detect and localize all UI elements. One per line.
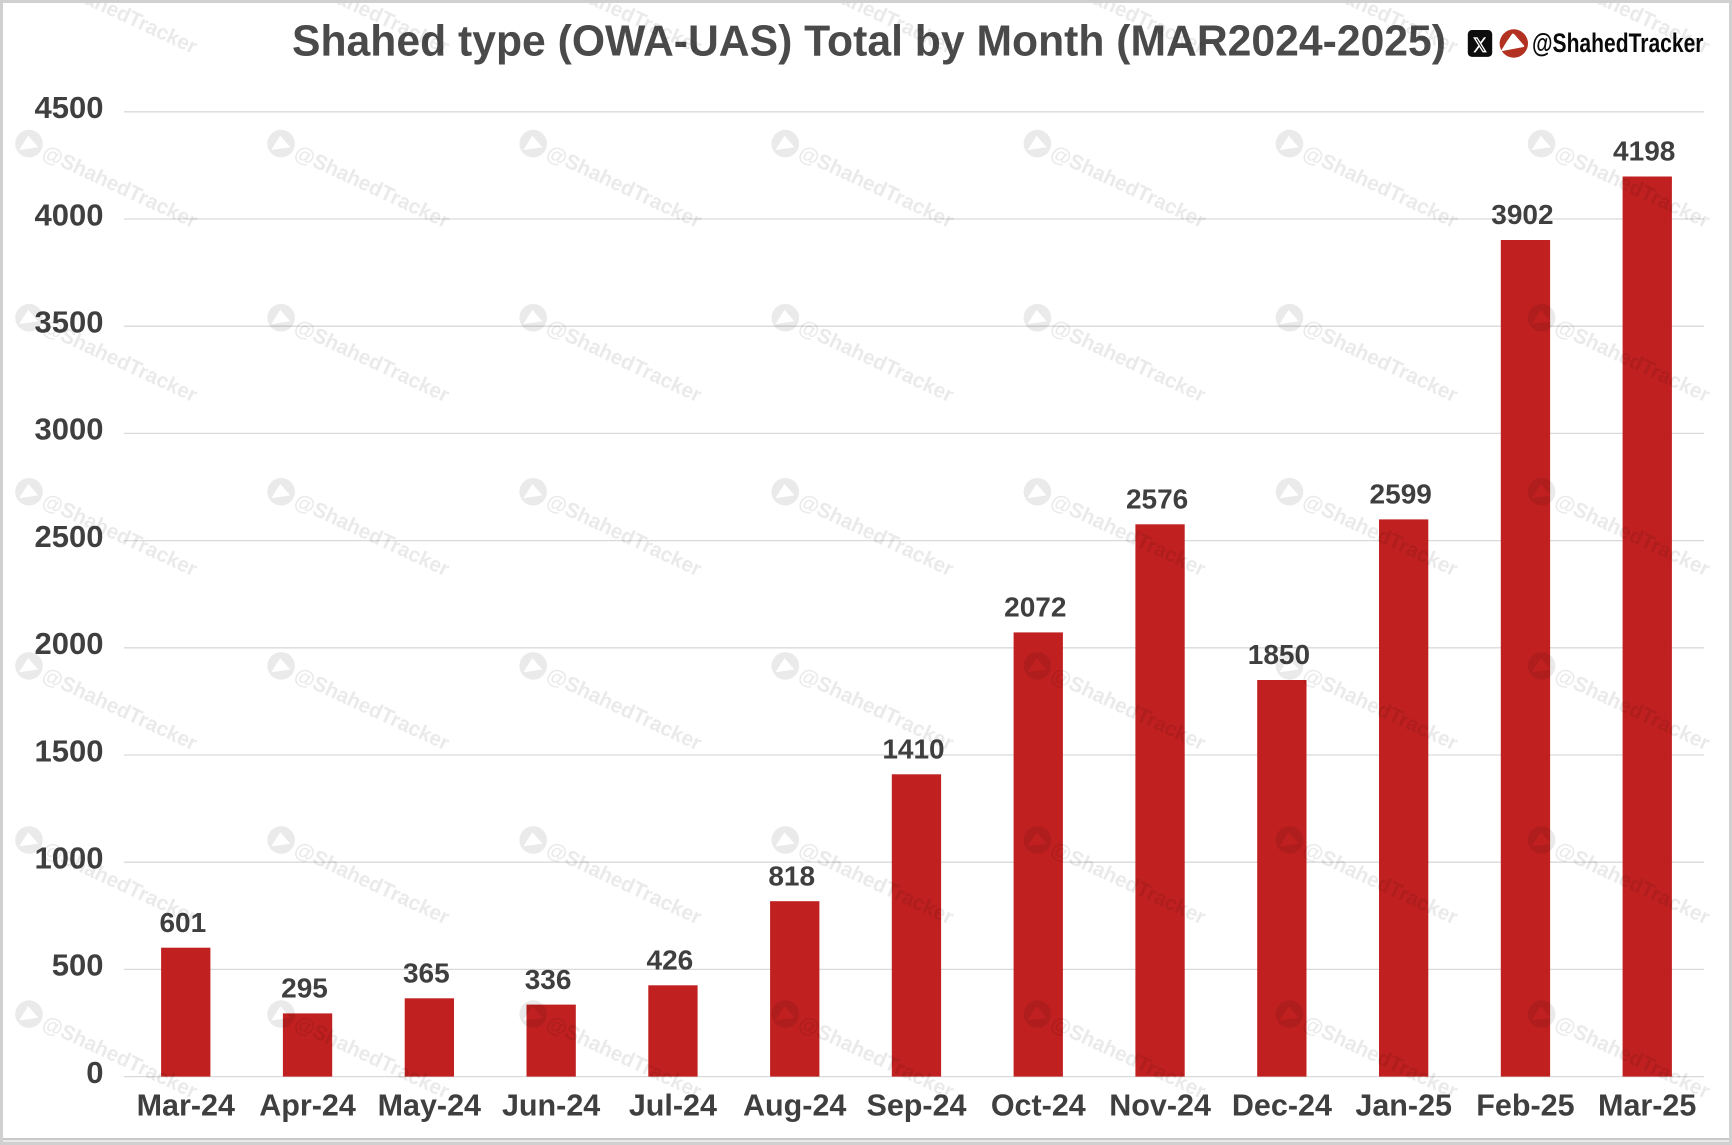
svg-text:Oct-24: Oct-24 (991, 1089, 1086, 1123)
svg-text:818: 818 (768, 860, 815, 891)
svg-text:295: 295 (281, 973, 328, 1004)
svg-text:2072: 2072 (1004, 592, 1066, 623)
svg-text:Mar-25: Mar-25 (1598, 1089, 1696, 1123)
svg-text:4198: 4198 (1613, 136, 1675, 167)
svg-text:1500: 1500 (35, 733, 104, 768)
svg-text:Dec-24: Dec-24 (1232, 1089, 1332, 1123)
svg-text:2576: 2576 (1126, 484, 1188, 515)
svg-text:336: 336 (525, 964, 572, 995)
svg-text:2000: 2000 (35, 626, 104, 661)
svg-text:3902: 3902 (1491, 199, 1553, 230)
svg-text:365: 365 (403, 958, 450, 989)
svg-text:4000: 4000 (35, 197, 104, 232)
svg-text:Shahed type (OWA-UAS) Total by: Shahed type (OWA-UAS) Total by Month (MA… (292, 17, 1446, 66)
svg-text:4500: 4500 (35, 90, 104, 125)
svg-text:0: 0 (86, 1055, 103, 1090)
svg-text:Aug-24: Aug-24 (743, 1089, 846, 1123)
svg-text:500: 500 (52, 948, 104, 983)
svg-text:2599: 2599 (1370, 479, 1432, 510)
svg-text:Feb-25: Feb-25 (1476, 1089, 1574, 1123)
svg-text:Jul-24: Jul-24 (629, 1089, 717, 1123)
svg-text:426: 426 (647, 945, 694, 976)
svg-text:Jun-24: Jun-24 (502, 1089, 600, 1123)
svg-text:Apr-24: Apr-24 (259, 1089, 356, 1123)
svg-text:3000: 3000 (35, 412, 104, 447)
